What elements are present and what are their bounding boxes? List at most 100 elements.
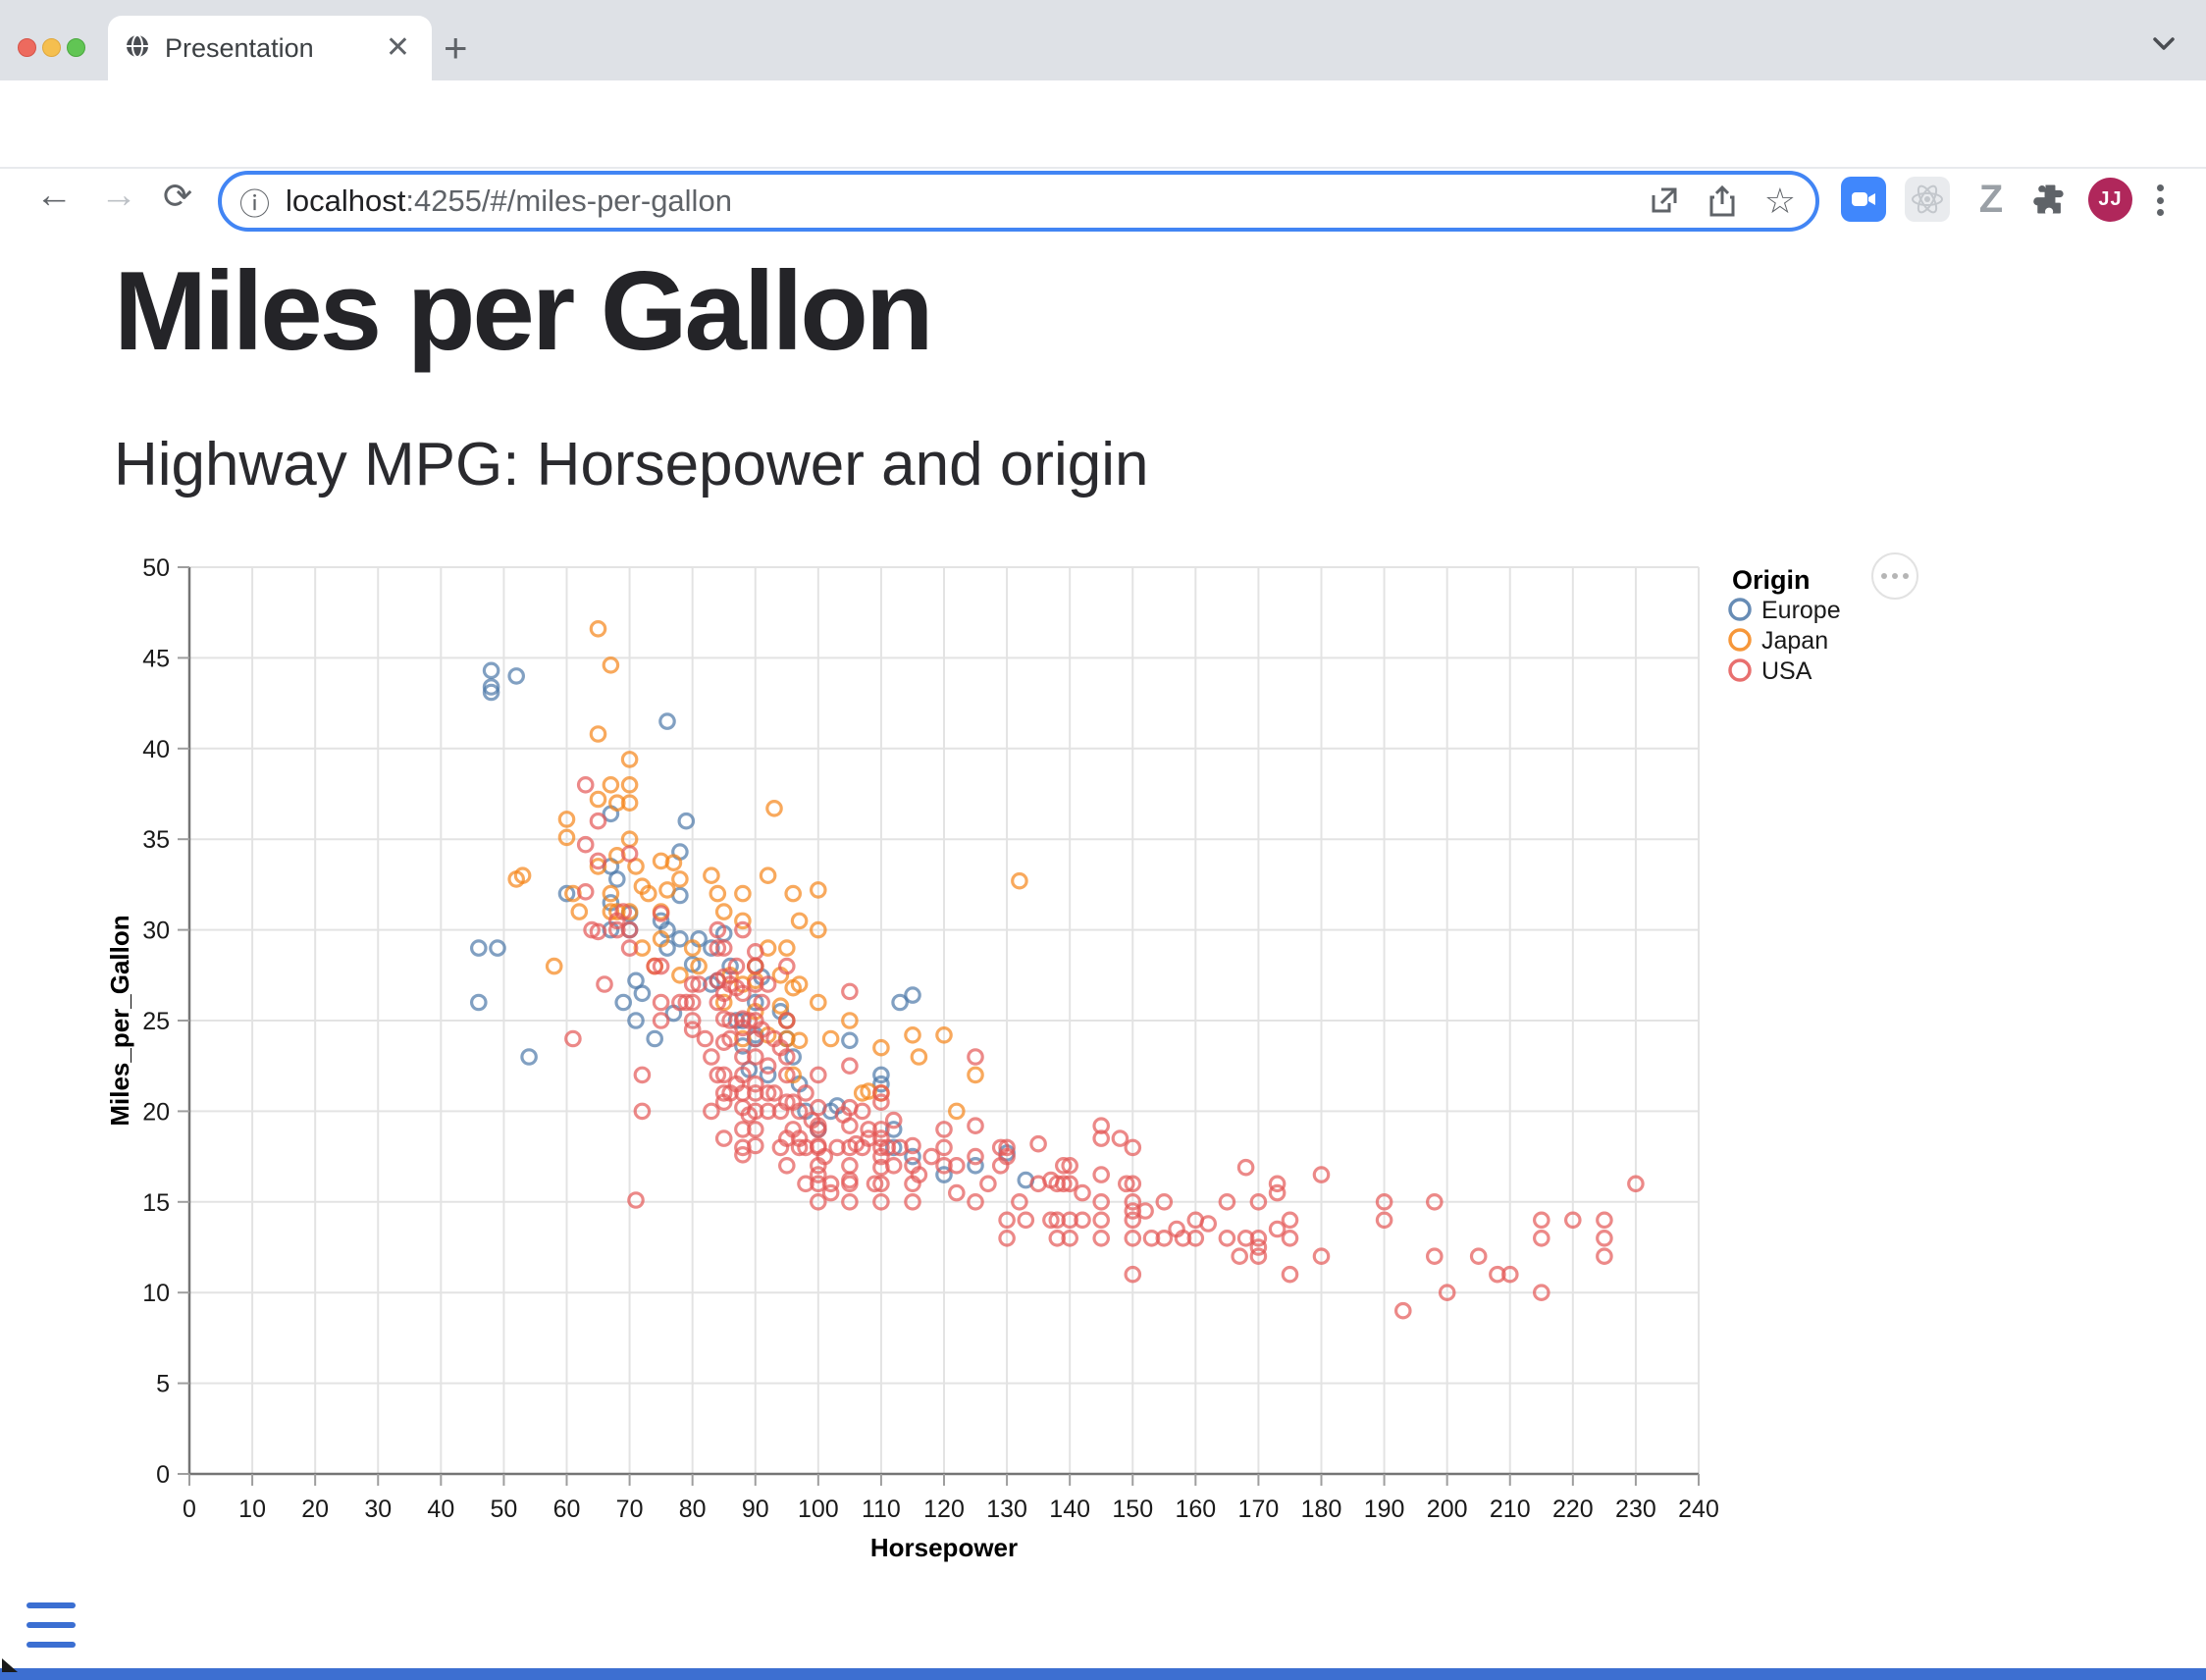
data-point [627, 1191, 645, 1209]
data-point [771, 997, 790, 1015]
data-point [1042, 1171, 1060, 1189]
open-in-new-icon[interactable] [1647, 184, 1680, 218]
data-point [469, 939, 488, 957]
browser-tab[interactable]: Presentation ✕ [108, 16, 432, 80]
data-point [734, 912, 752, 930]
data-point [759, 1057, 777, 1075]
extensions-puzzle-icon[interactable] [2027, 177, 2073, 222]
close-window-button[interactable] [18, 38, 36, 57]
scatter-plot: 0 10 20 30 40 50 60 70 80 90 100 110 120 130 140 150 160… [105, 554, 1841, 1562]
data-point [482, 678, 500, 696]
data-point [891, 1138, 909, 1157]
data-point [1596, 1211, 1613, 1230]
x-tick-label: 20 [301, 1496, 329, 1523]
data-point [714, 939, 733, 957]
data-point [714, 1129, 733, 1147]
data-point [703, 866, 720, 884]
data-point [607, 794, 626, 812]
data-point [602, 656, 620, 674]
progress-bar [0, 1668, 2206, 1680]
data-point [671, 966, 689, 984]
data-point [564, 1029, 582, 1048]
data-point [589, 725, 607, 743]
data-point [878, 1138, 897, 1157]
forward-button[interactable]: → [100, 175, 137, 216]
data-point [1124, 1192, 1142, 1211]
page-info-icon[interactable]: ⓘ [239, 186, 270, 222]
data-point [1249, 1238, 1268, 1256]
data-point [1533, 1229, 1550, 1247]
data-point [1124, 1229, 1142, 1247]
data-point [714, 903, 733, 920]
mouse-cursor [2, 1658, 18, 1672]
data-point [513, 866, 532, 884]
data-point [482, 683, 500, 702]
data-point [759, 1066, 777, 1084]
data-point [1375, 1192, 1393, 1211]
data-point [872, 1093, 890, 1111]
data-point [646, 1029, 663, 1048]
zoom-extension-icon[interactable] [1841, 177, 1886, 222]
data-point [1029, 1134, 1047, 1153]
data-point [607, 870, 626, 888]
y-tick-label: 5 [156, 1371, 170, 1398]
new-tab-button[interactable]: + [444, 25, 468, 71]
url-text: localhost:4255/#/miles-per-gallon [286, 184, 1621, 219]
data-point [1136, 1202, 1154, 1220]
data-point [671, 870, 689, 888]
data-point [872, 1066, 890, 1084]
minimize-window-button[interactable] [42, 38, 61, 57]
data-point [1124, 1265, 1142, 1284]
address-bar[interactable]: ⓘ localhost:4255/#/miles-per-gallon ☆ [218, 171, 1819, 232]
data-point [709, 884, 727, 903]
page-subtitle: Highway MPG: Horsepower and origin [114, 431, 1149, 499]
data-point [841, 1192, 859, 1211]
zotero-extension-icon[interactable]: Z [1978, 177, 2004, 221]
data-point [1236, 1229, 1255, 1247]
data-point [935, 1025, 953, 1044]
data-point [884, 1138, 903, 1157]
react-devtools-extension-icon[interactable] [1905, 177, 1950, 222]
data-point [884, 1156, 903, 1175]
data-point [620, 751, 639, 768]
data-point [828, 1138, 846, 1157]
data-point [602, 776, 620, 794]
data-point [683, 939, 702, 957]
back-button[interactable]: ← [35, 175, 73, 216]
close-tab-icon[interactable]: ✕ [385, 31, 410, 64]
tab-title: Presentation [165, 32, 314, 63]
data-point [1281, 1229, 1299, 1247]
y-tick-label: 45 [142, 645, 170, 672]
data-point [998, 1211, 1016, 1230]
bookmark-star-icon[interactable]: ☆ [1763, 181, 1796, 221]
data-point [872, 1038, 890, 1057]
chevron-down-icon[interactable] [2147, 33, 2180, 60]
data-point [841, 1057, 859, 1075]
x-tick-label: 220 [1552, 1496, 1594, 1523]
profile-avatar[interactable]: JJ [2088, 178, 2132, 222]
data-point [1155, 1229, 1174, 1247]
slide-menu-hamburger-icon[interactable] [26, 1602, 76, 1648]
vega-actions-button[interactable] [1871, 552, 1918, 600]
share-icon[interactable] [1706, 184, 1739, 218]
data-point [872, 1121, 890, 1138]
data-point [809, 920, 827, 939]
data-point [1268, 1175, 1287, 1193]
data-point [734, 1145, 752, 1164]
x-tick-label: 240 [1678, 1496, 1719, 1523]
data-point [589, 858, 607, 875]
x-tick-label: 160 [1175, 1496, 1216, 1523]
data-point [1627, 1175, 1645, 1193]
data-point [589, 922, 607, 941]
data-point [809, 1175, 827, 1193]
data-point [777, 1066, 796, 1084]
data-point [627, 1012, 645, 1029]
reload-button[interactable]: ⟳ [163, 176, 193, 216]
data-point [784, 1066, 802, 1084]
data-point [482, 661, 500, 680]
zoom-window-button[interactable] [67, 38, 85, 57]
data-point [520, 1048, 538, 1066]
browser-menu-icon[interactable] [2155, 179, 2165, 222]
data-point [1218, 1229, 1236, 1247]
data-point [620, 776, 639, 794]
